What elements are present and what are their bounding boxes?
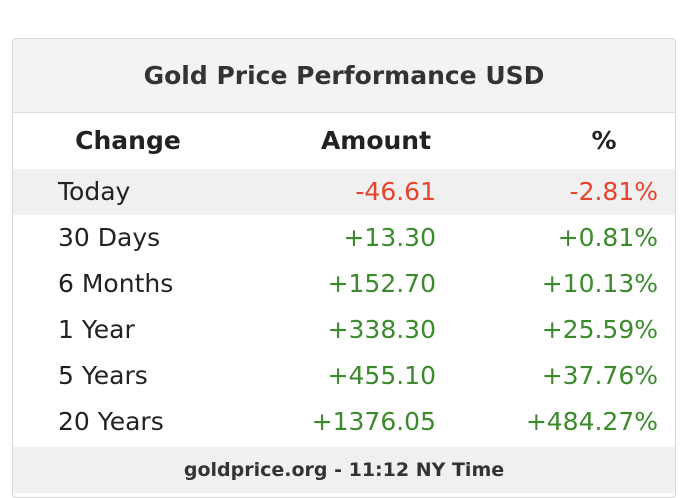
amount-change: +338.30 (327, 315, 436, 344)
percent-change: +0.81% (557, 223, 658, 252)
amount-change: +1376.05 (311, 407, 436, 436)
row-background (13, 169, 675, 215)
column-header: % (591, 126, 617, 155)
period-label: 6 Months (58, 269, 174, 298)
period-label: 20 Years (58, 407, 164, 436)
widget-title: Gold Price Performance USD (13, 39, 675, 113)
percent-change: +25.59% (541, 315, 658, 344)
gold-widget: Gold Price Performance USD goldprice.org… (12, 38, 676, 498)
amount-change: +152.70 (327, 269, 436, 298)
percent-change: +484.27% (525, 407, 658, 436)
amount-change: +455.10 (327, 361, 436, 390)
footer: goldprice.org - 11:12 NY Time (13, 447, 675, 493)
percent-change: -2.81% (569, 177, 658, 206)
column-header: Change (75, 126, 181, 155)
period-label: 30 Days (58, 223, 161, 252)
period-label: 1 Year (58, 315, 135, 344)
percent-change: +10.13% (541, 269, 658, 298)
column-header: Amount (320, 126, 432, 155)
amount-change: -46.61 (355, 177, 436, 206)
period-label: Today (58, 177, 131, 206)
percent-change: +37.76% (541, 361, 658, 390)
amount-change: +13.30 (343, 223, 436, 252)
period-label: 5 Years (58, 361, 148, 390)
